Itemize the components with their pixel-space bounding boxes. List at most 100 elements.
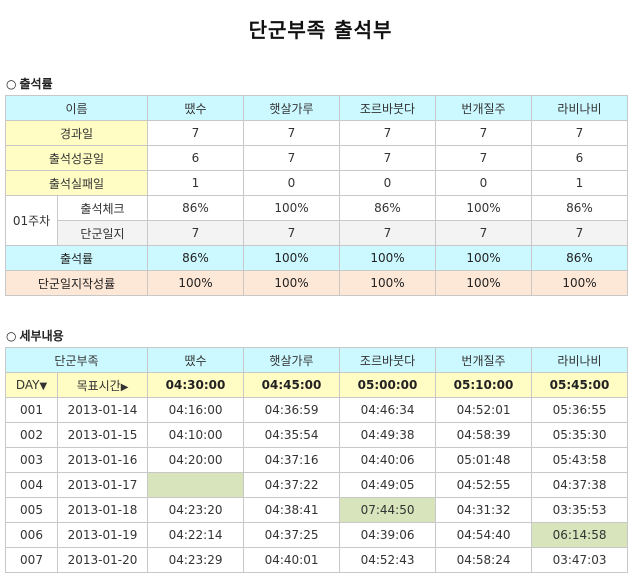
target-time: 05:10:00 (435, 372, 533, 398)
member-name: 땠수 (147, 347, 245, 373)
triangle-down-icon: ▼ (39, 381, 48, 392)
cell-value: 7 (339, 220, 436, 246)
time-cell: 05:36:55 (531, 397, 629, 423)
member-name: 땠수 (147, 95, 244, 121)
member-name: 햇살가루 (243, 95, 340, 121)
row-label: 출석률 (5, 245, 148, 271)
row-label: 단군일지 (57, 220, 148, 246)
row-label: 경과일 (5, 120, 148, 146)
cell-value: 0 (435, 170, 532, 196)
member-name: 조르바붓다 (339, 95, 436, 121)
time-cell: 04:40:06 (339, 447, 437, 473)
cell-value: 100% (435, 245, 532, 271)
time-cell: 04:37:22 (243, 472, 341, 498)
section-details-heading: ○ 세부내용 (6, 327, 64, 344)
cell-value: 7 (531, 220, 628, 246)
table-row: 003 2013-01-16 04:20:00 04:37:16 04:40:0… (5, 447, 629, 473)
target-time: 04:45:00 (243, 372, 341, 398)
time-cell: 03:35:53 (531, 497, 629, 523)
circle-bullet-icon: ○ (6, 77, 17, 91)
section-attendance-rate-heading: ○ 출석률 (6, 75, 53, 92)
date: 2013-01-14 (56, 397, 149, 423)
time-cell: 04:37:25 (243, 522, 341, 548)
cell-value: 7 (243, 145, 340, 171)
day-label: DAY (15, 378, 40, 392)
cell-value: 6 (147, 145, 244, 171)
time-cell: 04:52:55 (435, 472, 533, 498)
time-cell-missed: 07:44:50 (339, 497, 437, 523)
journal-rate-row: 단군일지작성률 100% 100% 100% 100% 100% (5, 270, 628, 296)
day-number: 004 (5, 472, 58, 498)
date: 2013-01-17 (56, 472, 149, 498)
date: 2013-01-15 (56, 422, 149, 448)
member-name: 라비나비 (531, 347, 629, 373)
cell-value: 7 (435, 120, 532, 146)
cell-value: 7 (435, 220, 532, 246)
member-name: 햇살가루 (243, 347, 341, 373)
cell-value: 7 (339, 120, 436, 146)
header-tribe: 단군부족 (4, 347, 149, 373)
time-cell: 03:47:03 (531, 547, 629, 573)
day-number: 003 (5, 447, 58, 473)
day-number: 002 (5, 422, 58, 448)
cell-value: 100% (243, 245, 340, 271)
circle-bullet-icon: ○ (6, 329, 17, 343)
time-cell: 04:37:16 (243, 447, 341, 473)
section-details-label: 세부내용 (19, 329, 64, 343)
elapsed-days-row: 경과일 7 7 7 7 7 (5, 120, 628, 146)
day-number: 005 (5, 497, 58, 523)
cell-value: 7 (531, 120, 628, 146)
table-row: 001 2013-01-14 04:16:00 04:36:59 04:46:3… (5, 397, 629, 423)
cell-value: 7 (147, 220, 244, 246)
time-cell: 04:20:00 (147, 447, 245, 473)
cell-value: 86% (147, 195, 244, 221)
date: 2013-01-18 (56, 497, 149, 523)
member-name: 라비나비 (531, 95, 628, 121)
cell-value: 6 (531, 145, 628, 171)
week-label: 01주차 (5, 195, 58, 246)
detail-header-row: 단군부족 땠수 햇살가루 조르바붓다 번개질주 라비나비 (4, 347, 629, 373)
target-time: 05:45:00 (531, 372, 629, 398)
day-number: 007 (5, 547, 58, 573)
target-time: 05:00:00 (339, 372, 437, 398)
cell-value: 100% (339, 245, 436, 271)
cell-value: 100% (243, 195, 340, 221)
cell-value: 100% (531, 270, 628, 296)
time-cell: 04:39:06 (339, 522, 437, 548)
cell-value: 7 (147, 120, 244, 146)
time-cell: 05:35:30 (531, 422, 629, 448)
attendance-detail-table: 단군부족 땠수 햇살가루 조르바붓다 번개질주 라비나비 DAY▼ 목표시간▶ … (4, 347, 629, 573)
success-days-row: 출석성공일 6 7 7 7 6 (5, 145, 628, 171)
cell-value: 7 (435, 145, 532, 171)
time-cell: 04:49:38 (339, 422, 437, 448)
time-cell: 04:10:00 (147, 422, 245, 448)
cell-value: 100% (435, 270, 532, 296)
time-cell: 04:31:32 (435, 497, 533, 523)
date: 2013-01-16 (56, 447, 149, 473)
row-label: 출석실패일 (5, 170, 148, 196)
cell-value: 86% (147, 245, 244, 271)
target-time: 04:30:00 (147, 372, 245, 398)
cell-value: 7 (339, 145, 436, 171)
time-cell: 04:54:40 (435, 522, 533, 548)
attendance-check-row: 01주차 출석체크 86% 100% 86% 100% 86% (5, 195, 628, 246)
cell-value: 1 (531, 170, 628, 196)
time-cell: 04:22:14 (147, 522, 245, 548)
member-name: 조르바붓다 (339, 347, 437, 373)
target-label: 목표시간 (76, 378, 121, 393)
cell-value: 0 (339, 170, 436, 196)
time-cell: 04:23:29 (147, 547, 245, 573)
triangle-right-icon: ▶ (120, 381, 129, 393)
target-header: 목표시간▶ (56, 372, 149, 398)
cell-value: 100% (147, 270, 244, 296)
day-number: 001 (5, 397, 58, 423)
cell-value: 0 (243, 170, 340, 196)
time-cell: 04:23:20 (147, 497, 245, 523)
cell-value: 86% (531, 195, 628, 221)
page-title: 단군부족 출석부 (248, 18, 393, 42)
table-row: 002 2013-01-15 04:10:00 04:35:54 04:49:3… (5, 422, 629, 448)
row-label: 출석성공일 (5, 145, 148, 171)
day-header: DAY▼ (5, 372, 58, 398)
time-cell: 04:49:05 (339, 472, 437, 498)
attendance-rate-row: 출석률 86% 100% 100% 100% 86% (5, 245, 628, 271)
